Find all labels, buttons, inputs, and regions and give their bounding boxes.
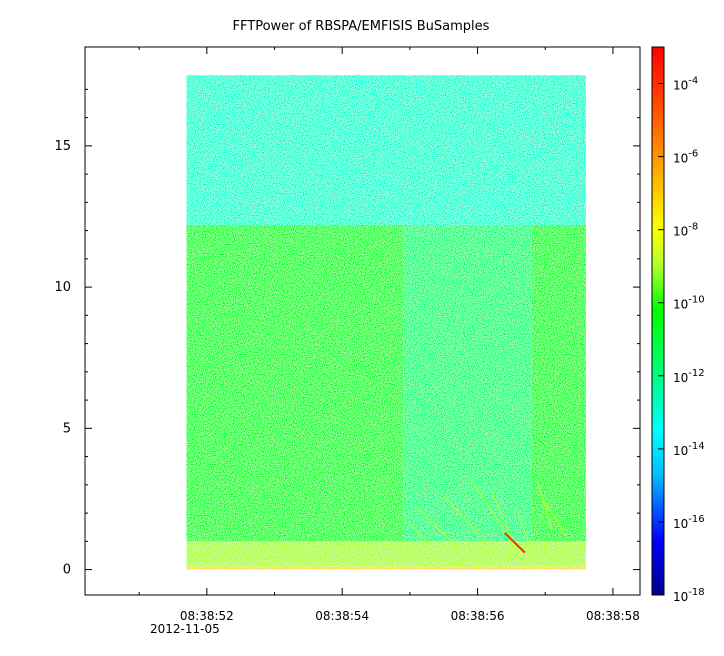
colorbar-tick-label: 10-14 xyxy=(673,441,705,458)
spectrogram-region xyxy=(186,75,586,225)
y-tick-label: 15 xyxy=(54,139,71,154)
colorbar-tick-label: 10-4 xyxy=(673,76,698,93)
chorus-streak-intense xyxy=(503,532,526,554)
colorbar-tick-label: 10-12 xyxy=(673,368,705,385)
colorbar-tick-label: 10-8 xyxy=(673,222,698,239)
x-axis-date-label: 2012-11-05 xyxy=(150,622,220,636)
chorus-streak xyxy=(402,518,431,545)
chorus-streak xyxy=(470,478,512,542)
spectrogram-region xyxy=(186,566,586,570)
y-tick-label: 5 xyxy=(63,421,71,436)
colorbar-tick-label: 10-16 xyxy=(673,514,705,531)
spectrogram-region xyxy=(186,224,404,542)
y-tick-label: 0 xyxy=(63,563,71,578)
chorus-streak xyxy=(537,484,553,531)
y-tick-label: 10 xyxy=(54,280,71,295)
spectrogram-region xyxy=(531,224,586,542)
colorbar-tick-label: 10-18 xyxy=(673,587,705,604)
spectrogram-image xyxy=(186,75,586,570)
chart-title: FFTPower of RBSPA/EMFISIS BuSamples xyxy=(233,19,490,34)
chorus-streak xyxy=(544,501,567,536)
y-axis: 0 5 10 15 xyxy=(54,88,640,578)
chorus-streak xyxy=(443,495,485,542)
colorbar-tick-label: 10-10 xyxy=(673,295,705,312)
x-axis: 08:38:52 08:38:54 08:38:56 08:38:58 xyxy=(138,47,640,623)
colorbar xyxy=(651,46,665,596)
x-tick-label: 08:38:58 xyxy=(586,609,640,623)
spectrogram-region xyxy=(186,541,586,567)
colorbar-tick-label: 10-6 xyxy=(673,149,698,166)
chorus-streak xyxy=(416,507,458,548)
x-tick-label: 08:38:52 xyxy=(180,609,234,623)
chorus-streaks xyxy=(402,478,567,554)
spectrogram-region xyxy=(403,224,532,542)
x-tick-label: 08:38:54 xyxy=(315,609,369,623)
chorus-streak xyxy=(517,512,533,551)
colorbar-ticks: 10-4 10-6 10-8 10-10 10-12 10-14 10-16 10-18 xyxy=(658,76,705,604)
x-tick-label: 08:38:56 xyxy=(451,609,505,623)
